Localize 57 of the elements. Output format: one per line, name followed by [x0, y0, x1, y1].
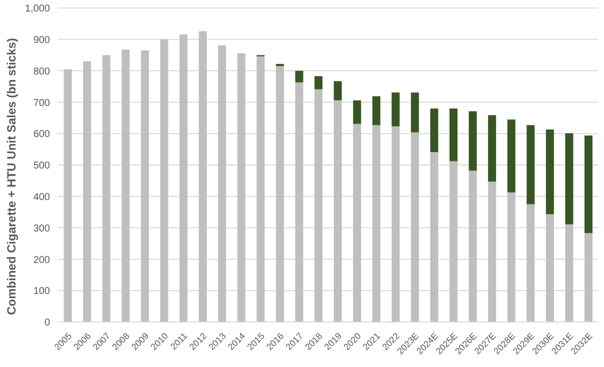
- bar: [276, 66, 284, 322]
- bar: [584, 233, 592, 322]
- y-tick-label: 700: [33, 98, 50, 109]
- bar: [430, 152, 438, 322]
- bar: [526, 125, 535, 204]
- bar: [410, 92, 419, 132]
- bar: [237, 53, 246, 322]
- y-tick-label: 300: [33, 223, 50, 234]
- y-tick-label: 500: [33, 160, 50, 172]
- bar: [450, 108, 458, 162]
- y-tick-label: 0: [44, 318, 50, 329]
- bar: [353, 124, 362, 322]
- bar: [140, 50, 149, 322]
- bar: [334, 81, 342, 100]
- y-tick-label: 400: [33, 192, 50, 203]
- bar: [314, 89, 322, 322]
- bar: [430, 108, 438, 152]
- y-tick-label: 200: [33, 254, 50, 266]
- bar: [410, 132, 419, 322]
- bar: [392, 92, 400, 126]
- y-tick-label: 600: [33, 129, 50, 140]
- bar: [295, 82, 304, 322]
- bar: [122, 49, 130, 322]
- bar: [256, 56, 265, 322]
- bar: [198, 31, 207, 322]
- bar: [218, 45, 226, 322]
- y-tick-label: 100: [33, 286, 50, 298]
- bar: [584, 135, 592, 234]
- bar: [488, 115, 496, 182]
- bar: [372, 125, 380, 322]
- y-tick-label: 1,000: [24, 4, 50, 15]
- y-tick-label: 800: [33, 66, 50, 78]
- bar: [468, 170, 477, 322]
- bar: [334, 100, 342, 322]
- bar: [180, 34, 188, 322]
- bar: [160, 39, 168, 322]
- bar: [565, 224, 574, 322]
- bar: [353, 100, 362, 124]
- bar: [546, 214, 554, 322]
- bar: [83, 61, 92, 322]
- bar: [450, 161, 458, 322]
- y-tick-label: 900: [33, 34, 50, 46]
- bar: [565, 133, 574, 224]
- bar: [546, 130, 554, 214]
- bar: [276, 64, 284, 66]
- y-axis-title: Combined Cigarette + HTU Unit Sales (bn sticks): [4, 38, 18, 315]
- bar: [488, 182, 496, 322]
- bar: [526, 204, 535, 322]
- bar: [507, 119, 516, 192]
- bar: [295, 70, 304, 82]
- bar: [64, 69, 72, 322]
- bar: [507, 192, 516, 322]
- bar: [102, 55, 110, 322]
- bar: [392, 126, 400, 322]
- bar: [314, 76, 322, 90]
- bar: [468, 111, 477, 171]
- bar: [372, 96, 380, 126]
